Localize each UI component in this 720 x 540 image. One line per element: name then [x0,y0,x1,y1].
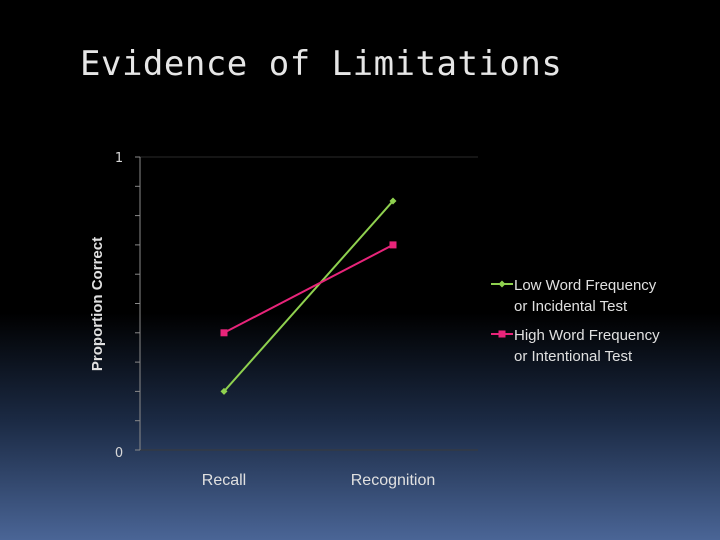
series-high-frequency [220,241,397,337]
series-layer [220,197,397,395]
slide-title: Evidence of Limitations [80,44,563,84]
legend-label: Low Word Frequency [514,277,657,294]
legend-item: High Word Frequency or Intentional Test [491,327,660,365]
y-tick-label: 0 [115,446,123,461]
series-line [223,244,394,334]
data-point [220,387,228,395]
data-point [498,280,506,288]
data-point [389,241,397,249]
series-low-frequency [220,197,397,395]
data-point [220,329,228,337]
legend-label: or Intentional Test [514,348,633,365]
chart-axes: 1 0 Recall Recognition [115,151,478,489]
data-point [389,197,397,205]
legend: Low Word Frequency or Incidental Test High… [491,277,660,365]
series-line [223,200,394,393]
data-point [498,330,506,338]
y-axis-label: Proportion Correct [89,237,106,371]
legend-label: or Incidental Test [514,298,628,315]
y-tick-label: 1 [115,151,123,166]
legend-label: High Word Frequency [514,327,660,344]
x-tick-label: Recognition [351,472,436,489]
x-tick-label: Recall [202,472,246,489]
legend-item: Low Word Frequency or Incidental Test [491,277,657,315]
